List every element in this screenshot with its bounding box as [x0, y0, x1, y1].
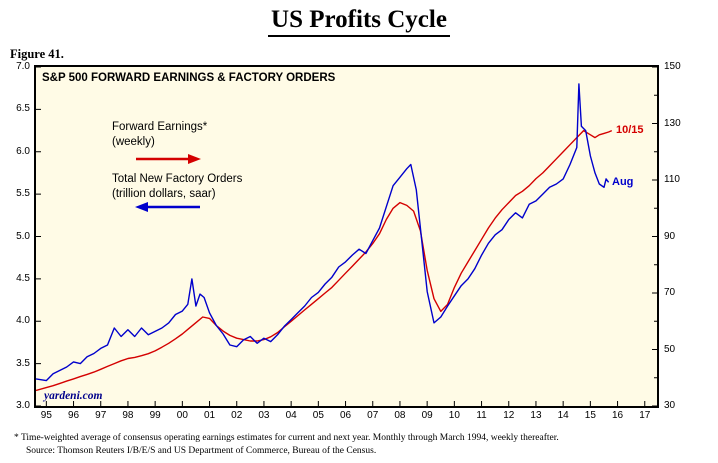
x-tick-label: 15 — [584, 410, 596, 421]
left-axis-label: 3.5 — [16, 357, 30, 369]
page-title-text: US Profits Cycle — [268, 6, 450, 37]
legend-forward-earnings: Forward Earnings* (weekly) — [112, 120, 207, 150]
legend-forward-earnings-sublabel: (weekly) — [112, 135, 155, 148]
end-label-forward-earnings: 10/15 — [616, 124, 644, 136]
x-tick-label: 95 — [40, 410, 52, 421]
right-axis-label: 110 — [664, 174, 680, 185]
watermark: yardeni.com — [44, 390, 103, 402]
x-tick-label: 03 — [258, 410, 270, 421]
x-tick-label: 14 — [557, 410, 569, 421]
page-title: US Profits Cycle — [0, 6, 718, 37]
x-tick-label: 99 — [149, 410, 161, 421]
right-axis-label: 50 — [664, 343, 676, 355]
x-tick-label: 00 — [176, 410, 188, 421]
right-axis-label: 30 — [664, 400, 676, 411]
figure-label: Figure 41. — [10, 47, 64, 61]
x-tick-label: 10 — [448, 410, 460, 421]
x-tick-label: 96 — [67, 410, 80, 421]
x-tick-label: 04 — [285, 410, 297, 421]
x-tick-label: 06 — [339, 410, 352, 421]
left-axis-label: 3.0 — [16, 400, 30, 411]
footnote-asterisk: * Time-weighted average of consensus ope… — [14, 433, 559, 443]
end-label-factory-orders: Aug — [612, 176, 634, 188]
x-tick-label: 16 — [611, 410, 624, 421]
x-tick-label: 05 — [312, 410, 324, 421]
footnote-source: Source: Thomson Reuters I/B/E/S and US D… — [26, 445, 377, 456]
x-tick-label: 07 — [367, 410, 379, 421]
x-tick-label: 17 — [639, 410, 651, 421]
right-axis-label: 90 — [664, 230, 676, 242]
left-axis-label: 4.0 — [16, 315, 30, 327]
footnotes: * Time-weighted average of consensus ope… — [14, 432, 708, 458]
x-tick-label: 09 — [421, 410, 433, 421]
x-tick-label: 97 — [95, 410, 107, 421]
x-tick-label: 02 — [231, 410, 243, 421]
factory-orders-arrowhead-icon — [135, 202, 148, 212]
x-tick-label: 08 — [394, 410, 406, 421]
left-axis-label: 5.5 — [16, 188, 30, 200]
left-axis-label: 7.0 — [16, 61, 30, 72]
legend-forward-earnings-name: Forward Earnings* — [112, 121, 208, 133]
right-axis-label: 70 — [664, 287, 676, 298]
x-tick-label: 12 — [503, 410, 515, 421]
right-axis-label: 130 — [664, 117, 681, 129]
plot-svg — [36, 67, 657, 406]
x-tick-label: 98 — [122, 410, 134, 421]
legend-factory-orders-sublabel: (trillion dollars, saar) — [112, 187, 216, 200]
chart-area: S&P 500 FORWARD EARNINGS & FACTORY ORDER… — [34, 65, 659, 408]
legend-factory-orders: Total New Factory Orders (trillion dolla… — [112, 172, 242, 202]
series-line-forward-earnings — [36, 129, 613, 392]
left-axis-label: 6.5 — [16, 103, 30, 115]
right-axis-label: 150 — [664, 61, 681, 72]
forward-earnings-arrowhead-icon — [188, 154, 201, 164]
x-tick-label: 11 — [476, 410, 487, 421]
left-axis-label: 4.5 — [16, 272, 30, 284]
chart-title: S&P 500 FORWARD EARNINGS & FACTORY ORDER… — [42, 72, 336, 84]
legend-factory-orders-name: Total New Factory Orders — [112, 173, 243, 185]
x-tick-label: 01 — [203, 410, 216, 421]
left-axis-label: 6.0 — [16, 145, 30, 157]
left-axis-label: 5.0 — [16, 230, 30, 242]
series-line-factory-orders — [36, 83, 610, 382]
x-tick-label: 13 — [530, 410, 542, 421]
